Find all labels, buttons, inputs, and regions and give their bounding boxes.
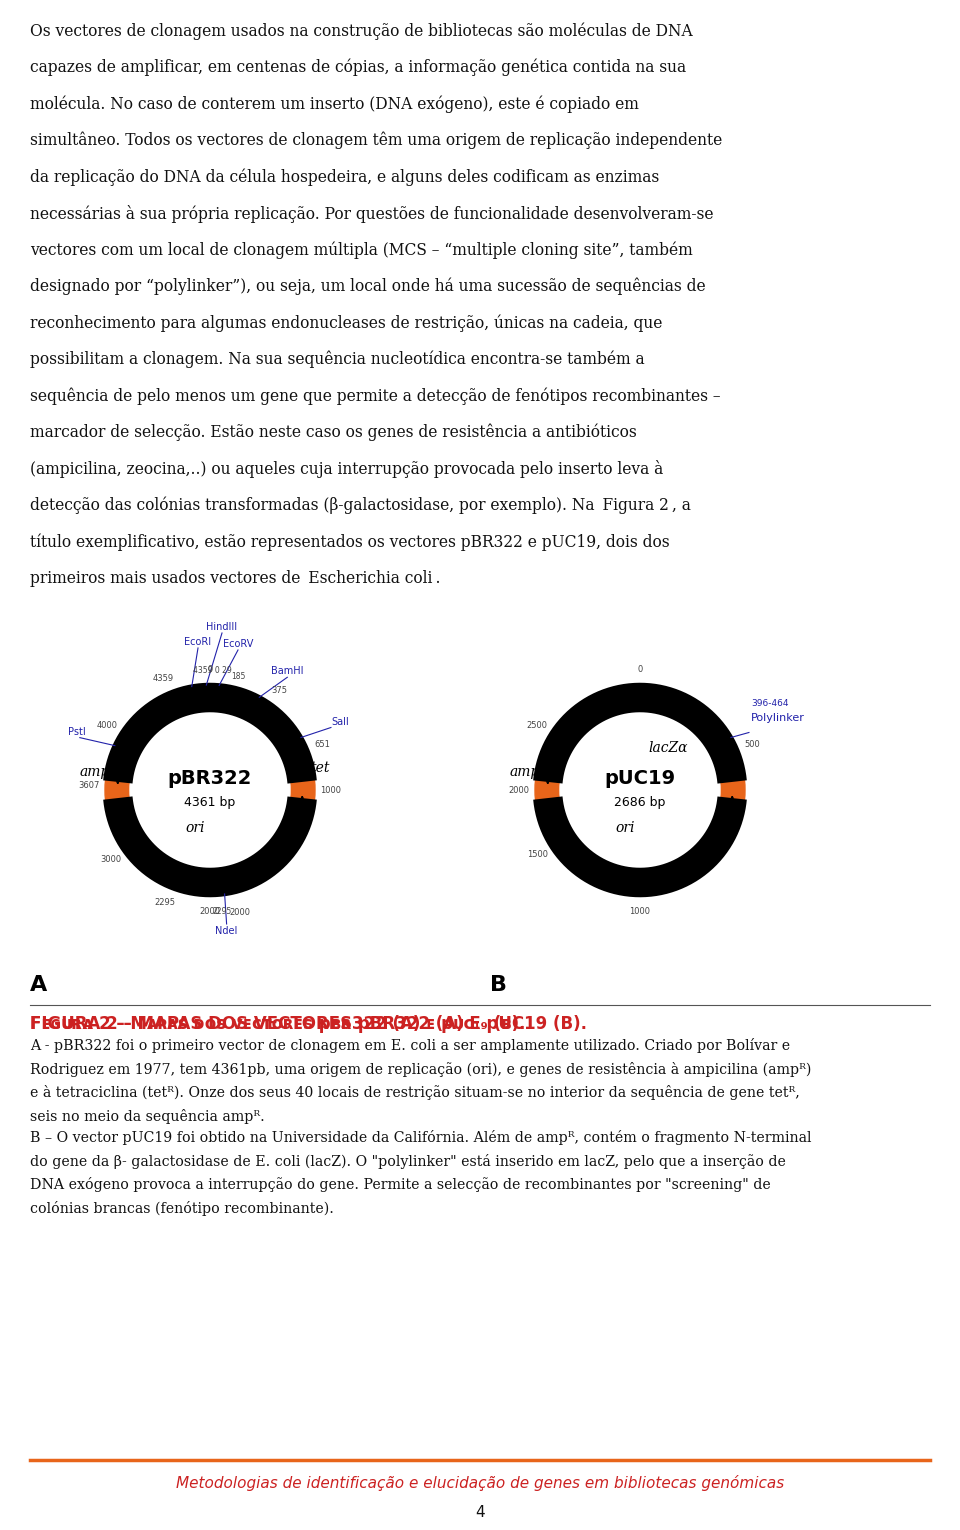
Text: 0: 0 <box>637 664 642 673</box>
Text: 1000: 1000 <box>630 906 651 915</box>
Text: EcoRV: EcoRV <box>223 640 253 649</box>
Text: 185: 185 <box>230 672 245 681</box>
Text: 4361 bp: 4361 bp <box>184 796 235 808</box>
Text: ori: ori <box>615 822 635 835</box>
Text: simultâneo. Todos os vectores de clonagem têm uma origem de replicação independe: simultâneo. Todos os vectores de clonage… <box>30 132 722 148</box>
Text: amp: amp <box>80 765 109 779</box>
Text: reconhecimento para algumas endonucleases de restrição, únicas na cadeia, que: reconhecimento para algumas endonuclease… <box>30 314 662 332</box>
Text: 2000: 2000 <box>509 785 530 794</box>
Text: (ampicilina, zeocina,..) ou aqueles cuja interrupção provocada pelo inserto leva: (ampicilina, zeocina,..) ou aqueles cuja… <box>30 461 663 477</box>
Text: pUC19: pUC19 <box>605 768 676 788</box>
Text: tet: tet <box>310 760 330 776</box>
Text: vectores com um local de clonagem múltipla (MCS – “multiple cloning site”, també: vectores com um local de clonagem múltip… <box>30 242 693 259</box>
Text: FIGURA 2 – MAPAS DOS VECTORES pBR322 (A) E pUC19 (B).: FIGURA 2 – MAPAS DOS VECTORES pBR322 (A)… <box>30 1014 587 1033</box>
Text: 1000: 1000 <box>321 785 342 794</box>
Text: 500: 500 <box>744 741 760 750</box>
Text: Polylinker: Polylinker <box>751 713 804 722</box>
Text: 2295: 2295 <box>155 898 175 907</box>
Text: BamHI: BamHI <box>271 666 303 676</box>
Text: 4000: 4000 <box>97 721 118 730</box>
Text: sequência de pelo menos um gene que permite a detecção de fenótipos recombinante: sequência de pelo menos um gene que perm… <box>30 387 721 404</box>
Text: EcoRI: EcoRI <box>184 636 211 647</box>
Circle shape <box>130 710 290 871</box>
Text: Metodologias de identificação e elucidação de genes em bibliotecas genómicas: Metodologias de identificação e elucidaç… <box>176 1475 784 1492</box>
Text: primeiros mais usados vectores de  Escherichia coli .: primeiros mais usados vectores de Escher… <box>30 569 441 586</box>
Text: 2295: 2295 <box>213 907 232 916</box>
Text: 4359: 4359 <box>152 675 174 682</box>
Text: necessárias à sua própria replicação. Por questões de funcionalidade desenvolver: necessárias à sua própria replicação. Po… <box>30 205 713 222</box>
Text: 1500: 1500 <box>527 849 548 858</box>
Text: marcador de selecção. Estão neste caso os genes de resistência a antibióticos: marcador de selecção. Estão neste caso o… <box>30 424 636 441</box>
Circle shape <box>105 685 315 895</box>
Circle shape <box>560 710 720 871</box>
Text: título exemplificativo, estão representados os vectores pBR322 e pUC19, dois dos: título exemplificativo, estão representa… <box>30 532 670 551</box>
Text: da replicação do DNA da célula hospedeira, e alguns deles codificam as enzimas: da replicação do DNA da célula hospedeir… <box>30 168 660 185</box>
Text: 3000: 3000 <box>101 855 122 864</box>
Text: B: B <box>490 975 507 994</box>
Text: molécula. No caso de conterem um inserto (DNA exógeno), este é copiado em: molécula. No caso de conterem um inserto… <box>30 95 638 113</box>
Text: 4359 0 29: 4359 0 29 <box>193 666 231 675</box>
Circle shape <box>535 685 745 895</box>
Text: 0: 0 <box>207 664 212 673</box>
Text: designado por “polylinker”), ou seja, um local onde há uma sucessão de sequência: designado por “polylinker”), ou seja, um… <box>30 277 706 295</box>
Text: NdeI: NdeI <box>215 926 238 936</box>
Text: Fᴇɢᴜʀᴀ 2 – Mᴀᴘᴀs ᴅos ᴠᴇᴄᴛᴏʀᴇs pʙʀ322 (A) ᴇ pᴜᴄ₁₉ (ʙ).: Fᴇɢᴜʀᴀ 2 – Mᴀᴘᴀs ᴅos ᴠᴇᴄᴛᴏʀᴇs pʙʀ322 (A)… <box>30 1014 525 1033</box>
Text: possibilitam a clonagem. Na sua sequência nucleotídica encontra-se também a: possibilitam a clonagem. Na sua sequênci… <box>30 350 644 369</box>
Text: capazes de amplificar, em centenas de cópias, a informação genética contida na s: capazes de amplificar, em centenas de có… <box>30 58 686 76</box>
Text: amp: amp <box>509 765 540 779</box>
Text: HindIII: HindIII <box>206 623 237 632</box>
Text: PstI: PstI <box>68 727 85 736</box>
Text: 4: 4 <box>475 1506 485 1519</box>
Text: 2500: 2500 <box>527 721 548 730</box>
Text: 3607: 3607 <box>79 782 100 791</box>
Text: 2000: 2000 <box>200 906 221 915</box>
Text: SalI: SalI <box>331 716 348 727</box>
Text: Os vectores de clonagem usados na construção de bibliotecas são moléculas de DNA: Os vectores de clonagem usados na constr… <box>30 21 693 40</box>
Text: lacZα: lacZα <box>648 741 687 754</box>
Text: 2686 bp: 2686 bp <box>614 796 665 808</box>
Text: 651: 651 <box>314 741 330 750</box>
Text: A - pBR322 foi o primeiro vector de clonagem em E. coli a ser amplamente utiliza: A - pBR322 foi o primeiro vector de clon… <box>30 1037 811 1125</box>
Text: 375: 375 <box>272 687 287 695</box>
Text: B – O vector pUC19 foi obtido na Universidade da Califórnia. Além de ampᴿ, conté: B – O vector pUC19 foi obtido na Univers… <box>30 1131 811 1216</box>
Text: pBR322: pBR322 <box>168 768 252 788</box>
Text: 396-464: 396-464 <box>751 699 788 707</box>
Text: ori: ori <box>185 822 204 835</box>
Text: detecção das colónias transformadas (β-galactosidase, por exemplo). Na  Figura 2: detecção das colónias transformadas (β-g… <box>30 497 691 514</box>
Text: A: A <box>30 975 47 994</box>
Text: 2000: 2000 <box>229 907 251 916</box>
